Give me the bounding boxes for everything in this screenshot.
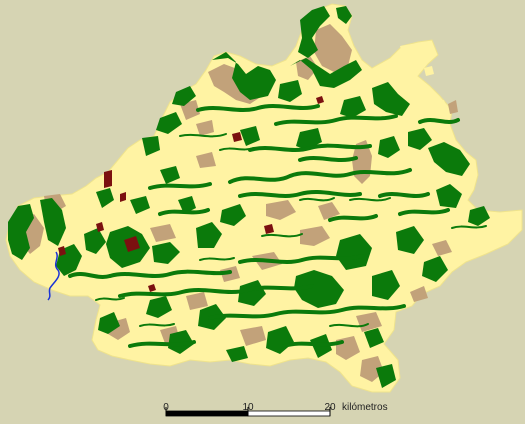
river [47, 251, 60, 301]
island-ne-2 [436, 100, 446, 108]
urban-patches [58, 96, 324, 292]
scale-label-0: 0 [163, 402, 169, 413]
scale-segment-2 [247, 410, 331, 417]
scale-bar: 0 10 20 kilómetros [163, 402, 388, 417]
island-ne-1 [400, 44, 418, 54]
forest-ridges [68, 104, 460, 348]
scale-unit-label: kilómetros [342, 402, 388, 413]
island-ne-3 [424, 66, 434, 76]
scale-segment-1 [165, 410, 249, 417]
forest-ridges-thin [95, 133, 487, 328]
scale-label-20: 20 [324, 402, 336, 413]
scale-label-10: 10 [242, 402, 254, 413]
